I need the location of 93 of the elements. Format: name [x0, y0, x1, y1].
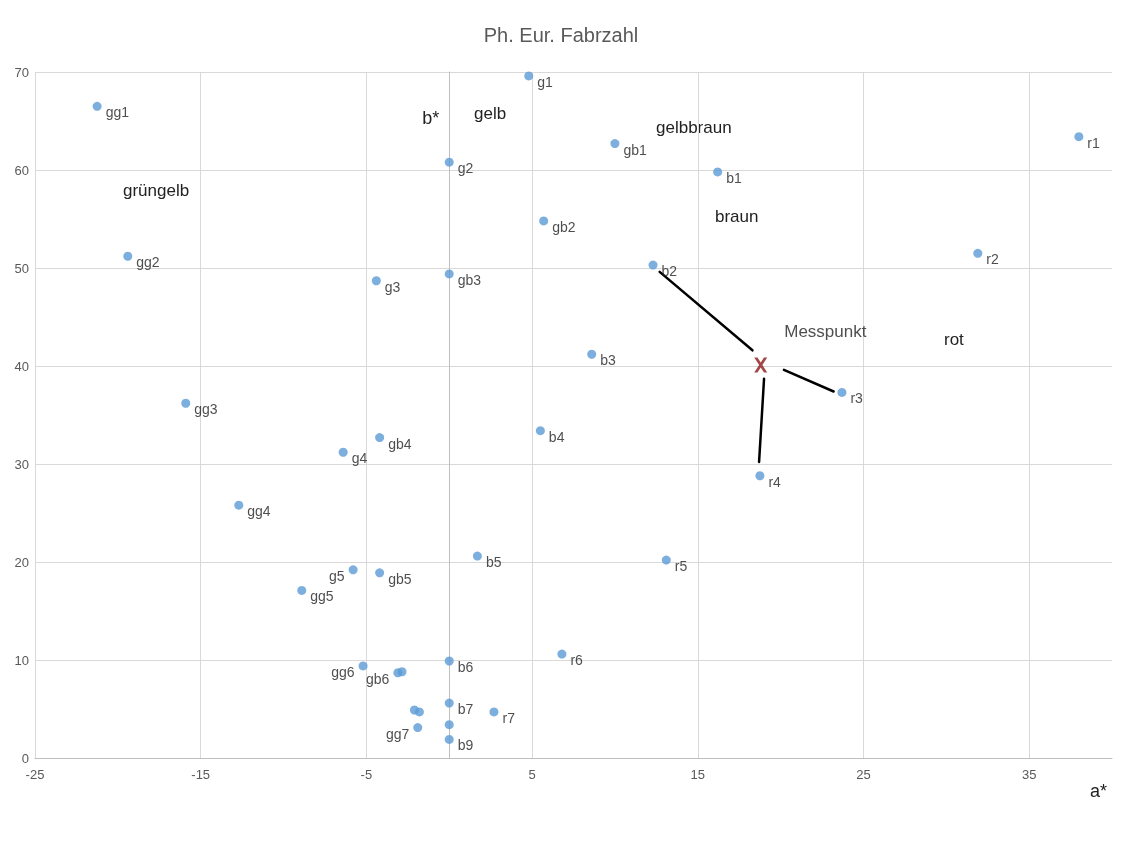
series-label: gb5 [388, 570, 412, 587]
point [358, 661, 368, 671]
series-label: b7 [457, 701, 474, 718]
series-label: r5 [674, 558, 688, 575]
point [375, 433, 385, 443]
series-label: r6 [570, 652, 584, 669]
series-label: b2 [661, 263, 678, 280]
annotation: grüngelb [123, 181, 190, 200]
x-tick-label: -15 [191, 767, 211, 782]
series-label: b3 [600, 352, 617, 369]
annotation: rot [944, 330, 965, 349]
point [92, 101, 102, 111]
point [713, 167, 723, 177]
annotation: gelb [474, 104, 507, 123]
x-tick-label: 5 [528, 767, 536, 782]
series-label: r7 [502, 709, 516, 726]
series-label: gg7 [385, 725, 410, 742]
chart-title: Ph. Eur. Fabrzahl [483, 24, 639, 46]
series-label: gb2 [552, 218, 576, 235]
x-tick-label: -5 [360, 767, 373, 782]
point [837, 387, 847, 397]
point [444, 269, 454, 279]
point [587, 349, 597, 359]
series-label: gg2 [136, 254, 160, 271]
series-label: g4 [351, 450, 368, 467]
point [444, 734, 454, 744]
point [472, 551, 482, 561]
x-tick-label: 25 [856, 767, 871, 782]
y-tick-label: 70 [14, 64, 29, 80]
y-tick-label: 10 [14, 652, 29, 668]
point [755, 471, 765, 481]
series-label: b4 [548, 428, 565, 445]
series-label: gb3 [457, 271, 482, 288]
series-label: r2 [986, 251, 999, 268]
x-axis-title: a* [1090, 781, 1108, 801]
point [181, 398, 191, 408]
point [123, 251, 133, 261]
series-label: r3 [850, 390, 864, 407]
point [375, 568, 385, 578]
x-tick-label: 15 [690, 767, 705, 782]
point [338, 447, 348, 457]
point [371, 276, 381, 286]
point [754, 357, 768, 373]
point [234, 500, 244, 510]
series-label: g3 [384, 278, 401, 295]
y-tick-label: 30 [14, 456, 29, 472]
series-label: gb1 [623, 141, 647, 158]
point [973, 248, 983, 258]
point [444, 720, 454, 730]
series-label: g1 [537, 73, 554, 90]
point [648, 260, 658, 270]
series-label: b5 [485, 554, 502, 571]
series-label: gg3 [194, 401, 218, 418]
y-axis-title: b* [422, 108, 440, 128]
series-label: r1 [1087, 134, 1101, 151]
point [413, 723, 423, 733]
series-label: b6 [457, 658, 474, 675]
series-label: g5 [329, 567, 345, 584]
series-label: gg6 [331, 663, 355, 680]
series-label: b1 [726, 169, 742, 186]
point [1074, 132, 1084, 142]
series-label: gb6 [366, 670, 390, 687]
x-tick-label: 35 [1021, 767, 1037, 782]
series-label: r4 [768, 473, 782, 490]
point [661, 555, 671, 565]
point [444, 698, 454, 708]
y-tick-label: 50 [14, 260, 29, 276]
y-tick-label: 0 [21, 750, 29, 766]
point [297, 585, 307, 595]
point [524, 71, 534, 81]
x-tick-label: -25 [25, 767, 45, 782]
series-label: gg4 [247, 503, 271, 520]
series-label: gb4 [388, 435, 412, 452]
point [610, 139, 620, 149]
point [414, 707, 424, 717]
point [444, 656, 454, 666]
series-label: gg5 [310, 588, 334, 605]
y-tick-label: 60 [14, 162, 29, 178]
series-label: gg1 [105, 104, 130, 121]
series-label: Messpunkt [784, 321, 867, 341]
annotation: gelbbraun [656, 118, 732, 137]
point [489, 707, 499, 717]
point [348, 565, 358, 575]
point [539, 216, 549, 226]
point [397, 667, 407, 677]
y-tick-label: 20 [14, 554, 29, 570]
point [557, 649, 567, 659]
series-label: g2 [457, 160, 474, 177]
series-label: b9 [457, 737, 474, 754]
annotation: braun [715, 207, 759, 226]
point [535, 426, 545, 436]
y-tick-label: 40 [14, 358, 29, 374]
point [444, 157, 454, 167]
